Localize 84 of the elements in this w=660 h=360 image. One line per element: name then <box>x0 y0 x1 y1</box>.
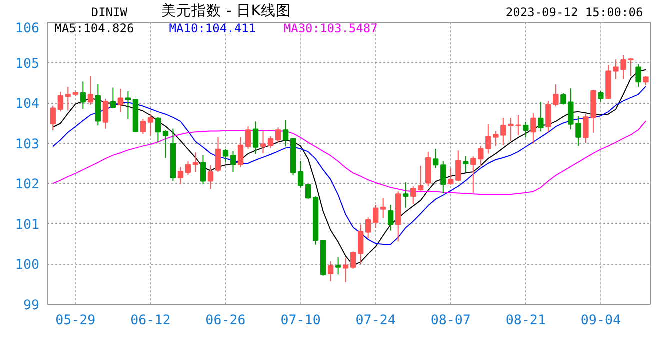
candlestick <box>178 166 184 185</box>
candlestick <box>230 150 236 172</box>
x-tick-label: 08-21 <box>506 314 546 328</box>
candlestick <box>58 91 64 112</box>
candlestick <box>500 117 506 146</box>
candlestick <box>380 198 386 219</box>
candlestick <box>358 224 364 265</box>
candlestick <box>200 154 206 185</box>
candlestick <box>508 117 514 142</box>
candlestick <box>516 114 522 136</box>
candlestick <box>155 116 162 143</box>
line-series <box>52 120 646 196</box>
candlestick <box>275 127 282 144</box>
candlestick <box>50 105 56 131</box>
y-tick-label: 100 <box>15 258 40 274</box>
text: MA5:104.826 <box>54 22 134 36</box>
candlestick <box>628 58 634 77</box>
candlestick <box>162 130 169 159</box>
candlestick <box>238 136 244 168</box>
y-tick-label: 105 <box>15 56 40 72</box>
text: 2023-09-12 15:00:06 <box>506 6 644 20</box>
y-tick-label: 102 <box>15 178 40 193</box>
candlestick <box>538 102 544 132</box>
x-tick-label: 06-12 <box>130 314 171 328</box>
x-tick-label: 06-26 <box>206 314 246 328</box>
candlestick <box>328 260 334 282</box>
candlestick <box>298 160 304 188</box>
candlestick <box>478 146 484 167</box>
text: MA10:104.411 <box>169 22 256 36</box>
candlestick <box>342 258 349 283</box>
candlestick <box>636 64 642 88</box>
candlestick <box>88 76 94 106</box>
chart-title: 美元指数 - 日K线图 <box>162 2 291 20</box>
candlestick <box>463 156 469 173</box>
candlestick <box>335 256 342 276</box>
text: MA30:103.5487 <box>284 22 378 36</box>
candlestick <box>222 148 229 163</box>
y-tick-label: 104 <box>15 97 40 112</box>
x-tick-label: 08-07 <box>430 314 471 328</box>
candlestick <box>208 165 214 190</box>
candlestick <box>486 124 492 154</box>
candlestick <box>418 165 424 192</box>
x-tick-label: 09-04 <box>580 314 622 328</box>
candlestick <box>118 88 124 113</box>
candlestick <box>440 160 446 194</box>
y-tick-label: 101 <box>15 218 40 233</box>
candlestick <box>366 216 372 239</box>
candlestick <box>448 167 454 186</box>
candlestick <box>282 119 289 148</box>
candlestick <box>102 98 108 130</box>
candlestick <box>388 204 394 232</box>
candlestick <box>493 130 499 147</box>
candlestick <box>140 118 146 135</box>
candlestick <box>185 160 192 176</box>
y-tick-label: 103 <box>15 137 40 152</box>
candlestick <box>598 90 604 103</box>
candlestick <box>523 122 529 138</box>
candlestick <box>373 204 379 229</box>
candlestick <box>433 148 439 169</box>
candlestick <box>643 76 649 86</box>
candlestick <box>65 86 71 112</box>
candlestick <box>260 131 266 154</box>
candlestick <box>125 90 131 120</box>
y-tick-label: 99 <box>23 298 40 314</box>
candlestick <box>530 113 536 144</box>
candlestick <box>192 152 199 172</box>
candlestick <box>252 121 259 155</box>
candlestick <box>215 136 222 172</box>
x-tick-label: 07-24 <box>356 314 396 328</box>
candlestick <box>148 113 154 136</box>
candlestick <box>305 184 312 200</box>
x-tick-label: 07-10 <box>280 314 321 328</box>
candlestick <box>80 81 86 110</box>
candlestick <box>245 126 252 150</box>
candlestick <box>456 150 462 182</box>
candlestick <box>110 87 116 109</box>
candlestick <box>410 186 416 205</box>
candlestick <box>470 156 476 194</box>
candlestick <box>403 182 409 208</box>
candlestick <box>268 136 274 149</box>
chart-subtitle: DINIW <box>91 6 128 20</box>
y-tick-label: 106 <box>15 22 40 36</box>
x-tick-label: 05-29 <box>56 314 96 328</box>
candlestick <box>350 251 356 270</box>
